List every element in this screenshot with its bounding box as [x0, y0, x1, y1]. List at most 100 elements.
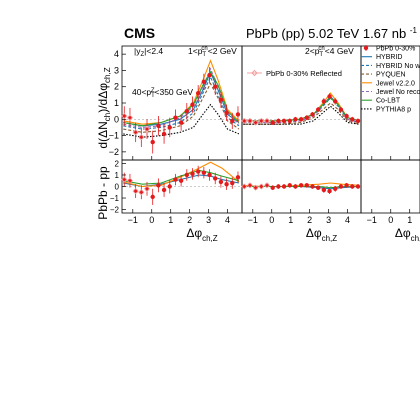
data-point: [207, 172, 212, 178]
x-tick-label: 3: [206, 215, 211, 225]
legend-label: PYTHIA8 p: [376, 106, 411, 113]
data-point: [195, 91, 201, 96]
reflected-legend-label: PbPb 0-30% Reflected: [266, 69, 342, 78]
data-point: [230, 180, 235, 186]
ptz-cut-tail: <350 GeV: [155, 87, 194, 97]
data-point: [281, 118, 287, 124]
data-point: [230, 118, 235, 124]
x-axis-title: Δφch,Z: [186, 226, 217, 243]
x-tick-label: 4: [225, 215, 230, 225]
x-tick-label: 0: [269, 215, 274, 225]
ylabel-top-main: d(ΔN: [96, 121, 110, 148]
cms-label: CMS: [124, 25, 155, 41]
x-axis-title-sub: ch,Z: [322, 234, 338, 243]
y-tick-label-top: 1: [114, 98, 119, 108]
data-point: [150, 139, 155, 145]
x-tick-label: 1: [168, 215, 173, 225]
y-tick-label-top: 0: [114, 114, 119, 124]
energy-label: PbPb (pp) 5.02 TeV 1.67 nb -1: [246, 26, 418, 41]
data-point: [344, 113, 349, 119]
y-tick-label-top: 3: [114, 65, 119, 75]
data-point: [259, 118, 264, 124]
y-tick-label-bottom: 2: [115, 159, 120, 168]
y-tick-label-bottom: 0: [115, 183, 120, 192]
data-point: [298, 183, 304, 188]
data-point: [355, 118, 361, 124]
legend-label: HYBRID: [376, 54, 402, 61]
y-tick-label-bottom: −2: [110, 206, 120, 215]
reflected-point: [138, 134, 145, 141]
legend-label: Jewel v2.2.0: [376, 80, 415, 87]
ylabel-top-sub2: ch,Z: [103, 67, 112, 83]
model-curve-hybrid-no-wake: [123, 75, 240, 130]
reflected-point: [263, 182, 271, 189]
x-axis-title: Δφch,Z: [306, 226, 337, 243]
data-point: [156, 183, 161, 188]
data-point: [190, 102, 195, 107]
x-axis-labels: Δφch,Z Δφch,Z Δφch,Z: [186, 226, 420, 243]
data-point: [213, 84, 218, 89]
reflected-point: [126, 177, 134, 184]
reflected-point: [132, 188, 139, 195]
data-point: [333, 99, 338, 104]
pt-bin-1-suffix: <2 GeV: [208, 46, 237, 56]
ptz-cut: 40<pTZ<350 GeV: [132, 87, 193, 99]
data-point: [178, 178, 184, 183]
x-tick-label: −1: [248, 215, 258, 225]
reflected-point: [258, 117, 265, 124]
legend-label: Co-LBT: [376, 98, 401, 105]
y-tick-label-bottom: 1: [115, 171, 120, 180]
reflected-point: [252, 184, 259, 191]
y-tick-label-top: 4: [114, 49, 119, 59]
pt-bin-2-suffix: <4 GeV: [325, 46, 354, 56]
data-point: [355, 184, 361, 189]
data-point: [304, 115, 310, 120]
legend-label: PYQUEN: [376, 72, 406, 79]
data-point: [270, 120, 275, 125]
model-curve-co-lbt: [123, 169, 240, 185]
data-point: [127, 178, 133, 183]
reflected-point: [138, 189, 145, 196]
reflected-point: [241, 183, 248, 190]
data-point: [259, 184, 264, 189]
x-tick-label: 2: [187, 215, 192, 225]
legend-label: HYBRID No wake: [376, 63, 420, 70]
reflected-point: [258, 183, 265, 190]
x-tick-label: 0: [388, 215, 393, 225]
data-point: [167, 125, 172, 130]
rapidity-cut-main: |y: [134, 46, 141, 56]
data-point: [276, 118, 281, 124]
data-point: [207, 73, 212, 78]
data-point: [276, 184, 281, 189]
x-axis-title: Δφch,Z: [395, 226, 420, 243]
data-point: [270, 185, 275, 190]
data-point: [235, 175, 241, 180]
pt-bin-panel-1: 1<pTch<2 GeV: [188, 46, 237, 58]
x-axis-title-sub: ch,Z: [202, 234, 218, 243]
data-point: [304, 183, 310, 188]
axes-layer: −1 0 1 2 3 4 −1 0 1 2 3 4 −1 0 1 −2 −1 0 1 2 3 4 −2 −1 0 1 2: [109, 49, 412, 225]
reflected-point: [246, 117, 254, 124]
data-point: [321, 187, 327, 193]
pt-bin-2-sup: ch: [318, 46, 324, 52]
data-point: [201, 79, 207, 85]
data-point: [184, 172, 190, 178]
data-point: [224, 110, 229, 115]
data-point: [264, 118, 270, 124]
data-point: [321, 99, 327, 104]
data-point: [167, 184, 172, 189]
reflected-point: [126, 114, 134, 121]
x-tick-label: 3: [326, 215, 331, 225]
rapidity-cut: |yZ|<2.4: [134, 46, 163, 58]
reflected-point: [252, 119, 259, 126]
x-tick-label: −1: [367, 215, 377, 225]
x-tick-label: 1: [288, 215, 293, 225]
data-point: [213, 176, 218, 181]
data-point: [315, 107, 321, 112]
data-point: [218, 179, 224, 185]
data-point: [281, 184, 287, 189]
data-point: [247, 118, 253, 124]
data-point: [338, 107, 344, 112]
data-point: [298, 117, 304, 122]
